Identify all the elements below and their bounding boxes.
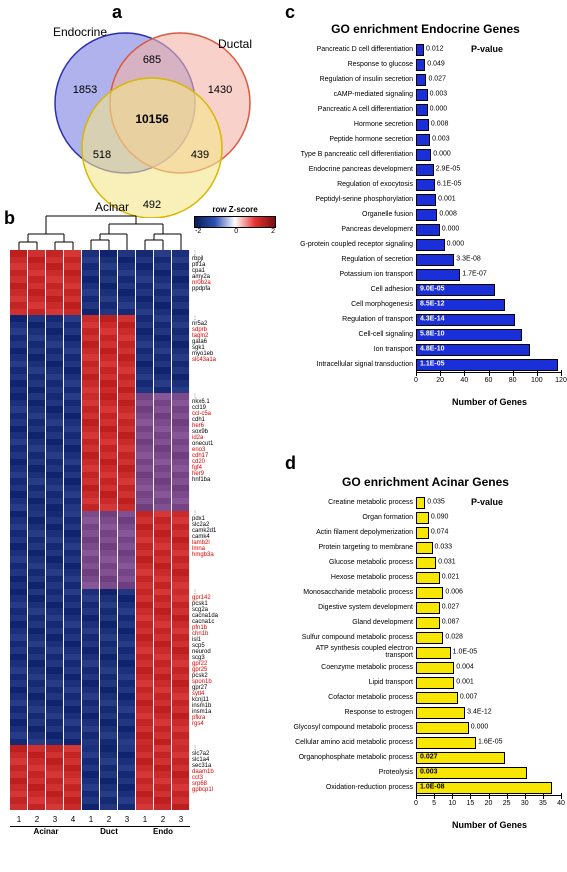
go-acinar-chart: Creatine metabolic process0.035Organ for…	[288, 495, 563, 794]
svg-text:439: 439	[191, 149, 209, 161]
svg-text:10156: 10156	[135, 112, 169, 126]
go-endocrine-xtitle: Number of Genes	[416, 397, 563, 407]
svg-text:685: 685	[143, 54, 161, 66]
svg-text:1430: 1430	[208, 84, 232, 96]
venn-diagram: 1853143049268551843910156EndocrineDuctal…	[40, 18, 260, 218]
go-acinar-xtitle: Number of Genes	[416, 820, 563, 830]
gene-labels: ⋮rbpjlptf1acpa1amy2anr0b2appdpfa⋮nr5a2sd…	[192, 250, 272, 810]
go-endocrine-chart: Pancreatic D cell differentiation0.012Re…	[288, 42, 563, 371]
venn-svg: 1853143049268551843910156EndocrineDuctal…	[40, 18, 260, 218]
panel-d-label: d	[285, 453, 296, 474]
heatmap-grid	[10, 250, 190, 810]
legend-ticks: -2 0 2	[195, 228, 275, 235]
svg-text:Endocrine: Endocrine	[53, 25, 107, 39]
go-endocrine-axis: 020406080100120	[416, 372, 561, 395]
go-endocrine-panel: GO enrichment Endocrine Genes P-value Pa…	[288, 22, 563, 407]
legend-gradient	[194, 216, 276, 228]
svg-text:1853: 1853	[73, 84, 97, 96]
figure-root: a b c d 1853143049268551843910156Endocri…	[0, 0, 567, 872]
legend-max: 2	[271, 228, 275, 235]
panel-c-label: c	[285, 2, 295, 23]
go-acinar-axis: 0510152025303540	[416, 795, 561, 818]
go-acinar-panel: GO enrichment Acinar Genes P-value Creat…	[288, 475, 563, 830]
legend-zero: 0	[234, 228, 238, 235]
legend-min: -2	[195, 228, 201, 235]
go-endocrine-title: GO enrichment Endocrine Genes	[288, 22, 563, 36]
go-acinar-title: GO enrichment Acinar Genes	[288, 475, 563, 489]
legend-title: row Z-score	[190, 205, 280, 214]
heatmap-panel: row Z-score -2 0 2 ⋮rbpjlptf1acpa1amy2an…	[10, 250, 275, 860]
svg-text:518: 518	[93, 149, 111, 161]
svg-text:Ductal: Ductal	[218, 37, 252, 51]
dendrogram	[10, 210, 190, 250]
heatmap-legend: row Z-score -2 0 2	[190, 205, 280, 235]
sample-labels: 1234Acinar123Duct123Endo	[10, 815, 190, 836]
